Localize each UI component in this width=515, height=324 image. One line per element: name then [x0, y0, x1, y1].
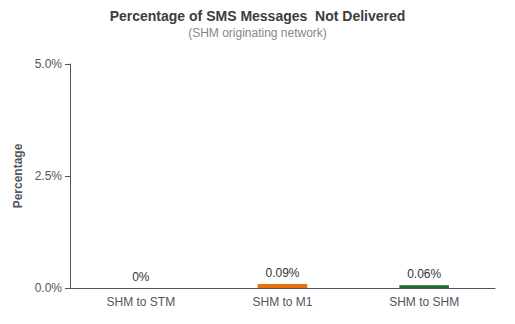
svg-text:5.0%: 5.0%	[35, 57, 63, 71]
svg-text:2.5%: 2.5%	[35, 169, 63, 183]
svg-text:(SHM originating network): (SHM originating network)	[188, 26, 327, 40]
svg-text:0%: 0%	[132, 270, 150, 284]
svg-text:SHM to SHM: SHM to SHM	[389, 295, 459, 309]
svg-text:0.09%: 0.09%	[265, 266, 299, 280]
svg-text:0.0%: 0.0%	[35, 281, 63, 295]
svg-text:0.06%: 0.06%	[407, 267, 441, 281]
svg-text:SHM to M1: SHM to M1	[252, 295, 312, 309]
svg-text:SHM to STM: SHM to STM	[106, 295, 175, 309]
svg-text:Percentage: Percentage	[11, 143, 25, 208]
svg-text:Percentage of SMS Messages No: Percentage of SMS Messages Not Delivered	[110, 8, 406, 24]
